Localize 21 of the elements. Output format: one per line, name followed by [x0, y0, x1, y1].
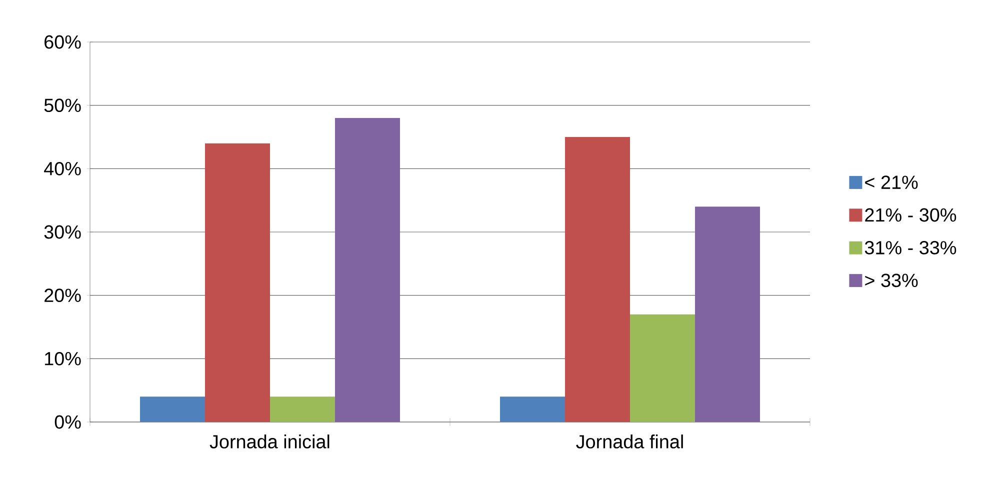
bar — [205, 143, 270, 422]
legend-label: > 33% — [865, 274, 918, 288]
legend-label: < 21% — [865, 176, 918, 189]
y-tick-label: 30% — [44, 225, 81, 239]
y-tick-label: 40% — [44, 162, 81, 176]
bar — [695, 206, 760, 422]
bar — [140, 396, 205, 422]
bar — [270, 396, 336, 422]
bar — [630, 314, 696, 422]
bar — [500, 396, 566, 422]
bar — [335, 118, 400, 422]
y-tick-label: 0% — [54, 415, 81, 429]
y-tick-label: 50% — [44, 98, 81, 112]
y-tick-label: 10% — [45, 352, 81, 366]
y-tick-label: 20% — [44, 288, 81, 302]
legend-label: 21% - 30% — [865, 208, 956, 222]
legend-label: 31% - 33% — [864, 240, 956, 254]
bar — [565, 137, 630, 422]
x-tick-label: Jornada inicial — [210, 434, 330, 448]
x-tick-label: Jornada final — [576, 434, 683, 448]
y-tick-label: 60% — [44, 35, 81, 49]
